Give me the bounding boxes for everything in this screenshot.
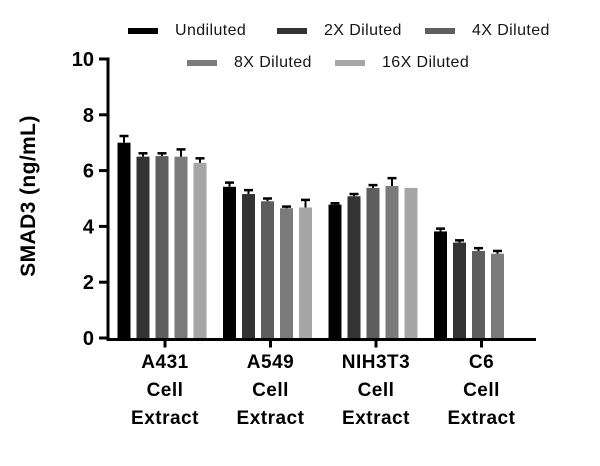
- y-tick-label: 6: [83, 161, 94, 183]
- x-category-label: Extract: [448, 408, 516, 429]
- legend-item-8x-diluted: 8X Diluted: [187, 54, 312, 71]
- x-category-label: A431: [141, 352, 188, 373]
- legend-item-16x-diluted: 16X Diluted: [335, 54, 470, 71]
- x-category-label: Extract: [342, 408, 410, 429]
- bar-a549-8x-diluted: [280, 208, 293, 339]
- legend-swatch: [277, 28, 307, 34]
- legend-label: Undiluted: [175, 22, 247, 39]
- legend-swatch: [128, 28, 158, 34]
- chart-legend: Undiluted 2X Diluted 4X Diluted 8X Diluted 1…: [0, 0, 600, 90]
- bar-nih3t3-2x-diluted: [347, 196, 361, 339]
- legend-swatch: [425, 28, 455, 34]
- bar-a431-undiluted: [117, 142, 131, 339]
- legend-label: 16X Diluted: [382, 54, 470, 71]
- legend-swatch: [335, 60, 365, 66]
- bar-a431-2x-diluted: [136, 156, 150, 339]
- y-tick-label: 0: [83, 328, 94, 350]
- y-tick-label: 2: [83, 272, 94, 294]
- bar-a431-4x-diluted: [155, 156, 169, 339]
- x-category-label: Cell: [463, 380, 500, 401]
- x-category-label: Extract: [237, 408, 305, 429]
- y-tick-label: 8: [83, 105, 94, 127]
- bar-a549-16x-diluted: [299, 207, 312, 339]
- x-category-label: Cell: [358, 380, 395, 401]
- bar-a549-4x-diluted: [261, 201, 274, 339]
- x-category-label: NIH3T3: [342, 352, 410, 373]
- bar-nih3t3-8x-diluted: [385, 185, 399, 339]
- bar-a431-8x-diluted: [174, 156, 188, 339]
- bar-nih3t3-4x-diluted: [366, 187, 380, 339]
- bar-a549-undiluted: [223, 186, 236, 339]
- bar-c6-2x-diluted: [453, 242, 466, 339]
- x-category-label: Cell: [252, 380, 289, 401]
- y-tick-label: 4: [83, 216, 95, 238]
- x-category-label: C6: [469, 352, 494, 373]
- bar-a431-16x-diluted: [193, 162, 207, 339]
- legend-label: 8X Diluted: [234, 54, 312, 71]
- legend-item-undiluted: Undiluted: [128, 22, 247, 39]
- bar-nih3t3-16x-diluted: [404, 187, 418, 339]
- bar-a549-2x-diluted: [242, 194, 255, 339]
- bar-c6-8x-diluted: [491, 253, 504, 339]
- x-category-label: A549: [247, 352, 294, 373]
- legend-label: 4X Diluted: [472, 22, 550, 39]
- legend-swatch: [187, 60, 217, 66]
- y-tick-label: 10: [72, 49, 94, 71]
- x-category-label: Cell: [147, 380, 184, 401]
- bar-c6-undiluted: [434, 231, 447, 339]
- legend-label: 2X Diluted: [324, 22, 402, 39]
- bar-nih3t3-undiluted: [328, 204, 342, 339]
- x-category-label: Extract: [131, 408, 199, 429]
- legend-item-4x-diluted: 4X Diluted: [425, 22, 550, 39]
- legend-item-2x-diluted: 2X Diluted: [277, 22, 402, 39]
- bar-c6-4x-diluted: [472, 250, 485, 339]
